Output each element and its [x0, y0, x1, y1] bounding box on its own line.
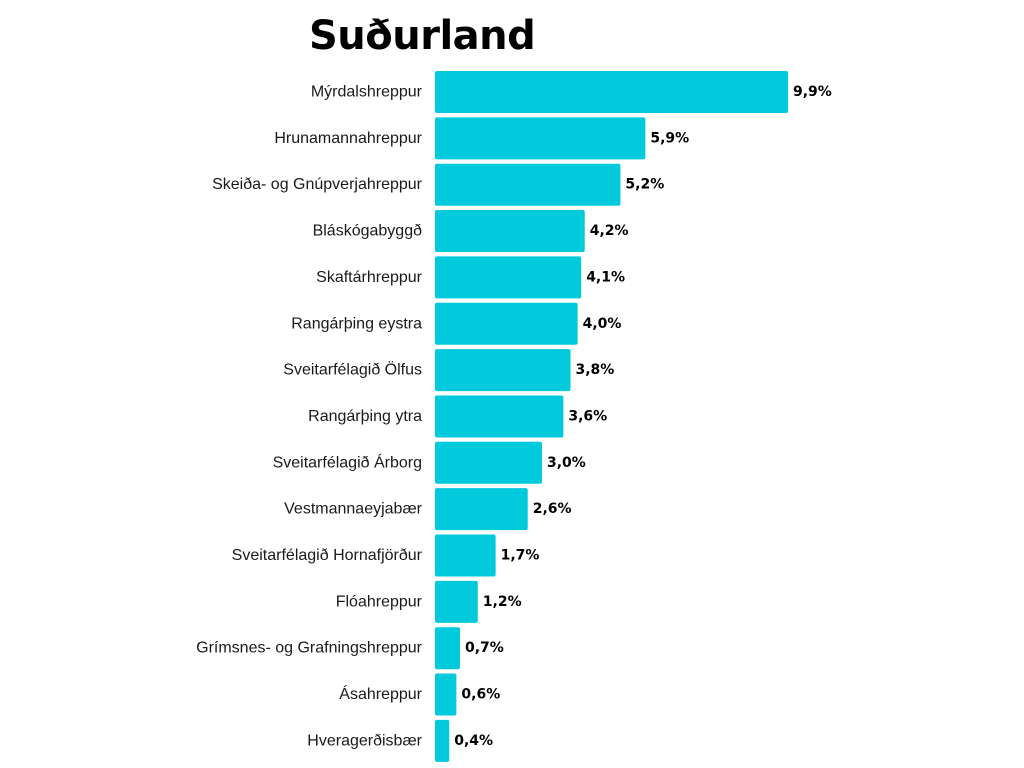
- value-label: 9,9%: [793, 84, 832, 100]
- value-label: 3,0%: [547, 455, 586, 471]
- bar: [435, 488, 528, 531]
- value-label: 0,4%: [454, 733, 493, 749]
- category-label: Rangárþing eystra: [291, 315, 422, 332]
- category-label: Bláskógabyggð: [313, 223, 423, 240]
- category-label: Grímsnes- og Grafningshreppur: [196, 640, 423, 657]
- value-label: 3,8%: [575, 362, 614, 378]
- category-label: Skaftárhreppur: [316, 269, 423, 286]
- category-label: Hrunamannahreppur: [274, 130, 422, 147]
- category-label: Sveitarfélagið Ölfus: [283, 361, 422, 379]
- value-label: 3,6%: [568, 408, 607, 424]
- bar: [435, 395, 564, 438]
- category-label: Sveitarfélagið Hornafjörður: [232, 547, 423, 564]
- value-label: 0,7%: [465, 640, 504, 656]
- bar: [435, 580, 478, 623]
- bar: [435, 441, 542, 484]
- bar: [435, 627, 460, 670]
- bar: [435, 302, 578, 345]
- bar: [435, 117, 646, 160]
- value-label: 0,6%: [461, 687, 500, 703]
- value-label: 1,7%: [501, 548, 540, 564]
- category-label: Rangárþing ytra: [308, 408, 422, 425]
- bar: [435, 71, 788, 113]
- category-label: Vestmannaeyjabær: [284, 501, 423, 518]
- category-label: Flóahreppur: [336, 593, 423, 610]
- bar: [435, 534, 496, 577]
- category-label: Ásahreppur: [339, 684, 422, 703]
- category-label: Mýrdalshreppur: [311, 84, 423, 101]
- category-label: Hveragerðisbær: [307, 732, 422, 749]
- value-label: 4,2%: [590, 223, 629, 239]
- bar: [435, 673, 457, 716]
- bar: [435, 719, 450, 762]
- value-label: 1,2%: [483, 594, 522, 610]
- bar: [435, 256, 582, 299]
- bar: [435, 349, 571, 392]
- value-label: 5,9%: [650, 130, 689, 146]
- value-label: 4,1%: [586, 269, 625, 285]
- chart-title: Suðurland: [309, 13, 536, 59]
- bar: [435, 210, 585, 253]
- value-label: 4,0%: [583, 316, 622, 332]
- value-label: 5,2%: [625, 177, 664, 193]
- value-label: 2,6%: [533, 501, 572, 517]
- category-label: Skeiða- og Gnúpverjahreppur: [212, 176, 423, 193]
- category-label: Sveitarfélagið Árborg: [273, 452, 422, 471]
- bar: [435, 163, 621, 206]
